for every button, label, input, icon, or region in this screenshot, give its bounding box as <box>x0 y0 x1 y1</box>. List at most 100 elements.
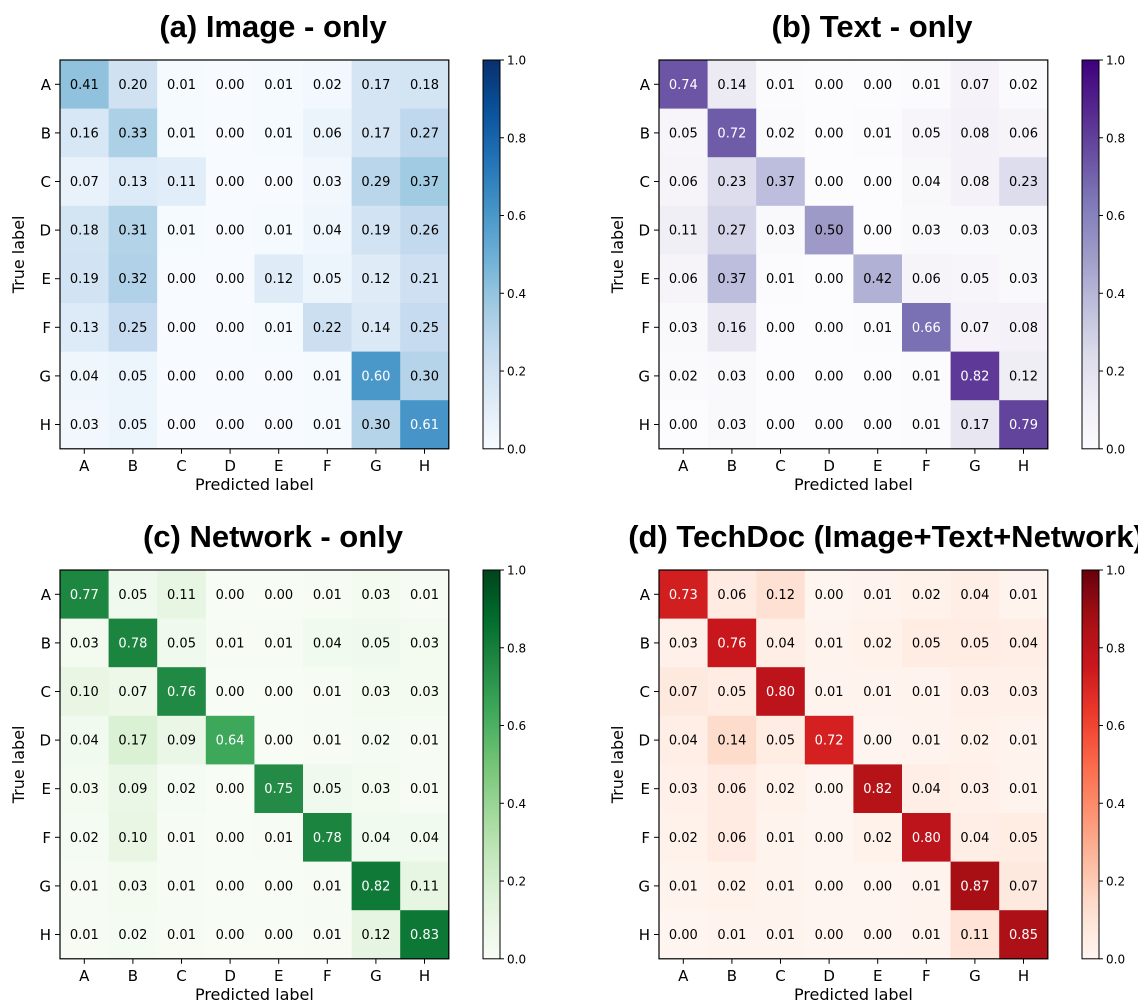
cell-value-label: 0.76 <box>167 685 196 700</box>
cell-value-label: 0.41 <box>70 78 99 93</box>
heatmap-cell <box>853 861 903 911</box>
heatmap-cell <box>108 667 158 717</box>
cell-value-label: 0.37 <box>766 175 795 190</box>
cell-value-label: 0.01 <box>264 126 293 141</box>
heatmap-cell <box>157 861 207 911</box>
heatmap-cell <box>60 861 110 911</box>
panel-title: (b) Text - only <box>772 9 974 44</box>
cell-value-label: 0.11 <box>410 879 439 894</box>
cell-value-label: 0.01 <box>264 636 293 651</box>
heatmap-cell <box>999 667 1049 717</box>
cell-value-label: 0.02 <box>766 126 795 141</box>
x-tick-label: B <box>128 967 138 985</box>
cell-value-label: 0.02 <box>669 831 698 846</box>
plot-frame <box>59 59 450 450</box>
cell-value-label: 0.42 <box>863 272 892 287</box>
cell-value-label: 0.04 <box>70 369 99 384</box>
cell-value-label: 0.11 <box>167 588 196 603</box>
x-tick-label: E <box>274 457 283 475</box>
cell-value-label: 0.82 <box>863 782 892 797</box>
cell-value-label: 0.10 <box>118 831 147 846</box>
colorbar-tick-label: 0.0 <box>507 442 526 456</box>
y-tick-label: C <box>640 173 650 191</box>
colorbar-tick-label: 1.0 <box>1106 564 1125 578</box>
cell-value-label: 0.01 <box>167 78 196 93</box>
heatmap-cell <box>659 205 709 255</box>
x-axis-label: Predicted label <box>794 985 913 1004</box>
heatmap-cell <box>254 400 304 450</box>
cell-value-label: 0.78 <box>118 636 147 651</box>
cell-value-label: 0.05 <box>1009 831 1038 846</box>
heatmap-cell <box>205 861 255 911</box>
y-tick-label: G <box>39 877 51 895</box>
cell-value-label: 0.04 <box>766 636 795 651</box>
cell-value-label: 0.03 <box>410 685 439 700</box>
y-tick-label: D <box>638 222 650 240</box>
y-tick-label: A <box>640 76 651 94</box>
heatmap-cell <box>157 764 207 814</box>
cell-value-label: 0.00 <box>863 175 892 190</box>
cell-value-label: 0.00 <box>264 928 293 943</box>
heatmap-cell <box>303 618 353 668</box>
heatmap-cell <box>804 813 854 863</box>
cell-value-label: 0.06 <box>313 126 342 141</box>
heatmap-cell <box>902 254 952 304</box>
cell-value-label: 0.00 <box>669 928 698 943</box>
heatmap-cell <box>999 910 1049 960</box>
cell-value-label: 0.09 <box>167 734 196 749</box>
cell-value-label: 0.07 <box>960 78 989 93</box>
cell-value-label: 0.01 <box>70 928 99 943</box>
cell-value-label: 0.05 <box>669 126 698 141</box>
heatmap-cell <box>659 570 709 620</box>
heatmap-cell <box>205 715 255 765</box>
colorbar-tick-label: 1.0 <box>1106 54 1125 68</box>
heatmap-cell <box>707 861 757 911</box>
heatmap-cell <box>707 618 757 668</box>
heatmap-cell <box>108 861 158 911</box>
colorbar-tick-label: 0.2 <box>1106 365 1125 379</box>
heatmap-panel-c: (c) Network - only 0.77 0.05 0.11 0.00 0.00 0.… <box>9 519 526 1004</box>
cell-value-label: 0.23 <box>1009 175 1038 190</box>
colorbar-tick-label: 0.4 <box>1106 287 1125 301</box>
y-tick-label: F <box>641 829 650 847</box>
cell-value-label: 0.01 <box>912 685 941 700</box>
cell-value-label: 0.06 <box>669 272 698 287</box>
cell-value-label: 0.00 <box>863 879 892 894</box>
cell-value-label: 0.50 <box>815 224 844 239</box>
heatmap-cell <box>351 400 401 450</box>
cell-value-label: 0.83 <box>410 928 439 943</box>
heatmap-cell <box>707 570 757 620</box>
heatmap-cell <box>804 861 854 911</box>
heatmap-cell <box>60 813 110 863</box>
cell-value-label: 0.01 <box>264 78 293 93</box>
cell-value-label: 0.01 <box>863 685 892 700</box>
cell-value-label: 0.00 <box>815 588 844 603</box>
heatmap-cell <box>205 254 255 304</box>
cell-value-label: 0.06 <box>717 831 746 846</box>
colorbar-tick-label: 0.2 <box>507 875 526 889</box>
cell-value-label: 0.02 <box>766 782 795 797</box>
cell-value-label: 0.82 <box>960 369 989 384</box>
cell-value-label: 0.03 <box>912 224 941 239</box>
cell-value-label: 0.01 <box>766 272 795 287</box>
heatmap-cell <box>756 570 806 620</box>
heatmap-cell <box>108 303 158 353</box>
cell-value-label: 0.03 <box>70 418 99 433</box>
cell-value-label: 0.07 <box>1009 879 1038 894</box>
heatmap-cell <box>108 618 158 668</box>
cell-value-label: 0.01 <box>912 879 941 894</box>
colorbar-tick-label: 0.4 <box>507 287 526 301</box>
heatmap-cell <box>950 715 1000 765</box>
heatmap-cell <box>254 351 304 401</box>
heatmap-cell <box>902 60 952 110</box>
heatmap-cell <box>902 400 952 450</box>
heatmap-cell <box>303 60 353 110</box>
cell-value-label: 0.05 <box>912 636 941 651</box>
cell-value-label: 0.05 <box>912 126 941 141</box>
heatmap-cell <box>108 254 158 304</box>
cell-value-label: 0.02 <box>717 879 746 894</box>
heatmap-cell <box>60 400 110 450</box>
colorbar <box>482 569 501 960</box>
cell-value-label: 0.01 <box>264 831 293 846</box>
colorbar-tick-label: 0.0 <box>1106 952 1125 966</box>
